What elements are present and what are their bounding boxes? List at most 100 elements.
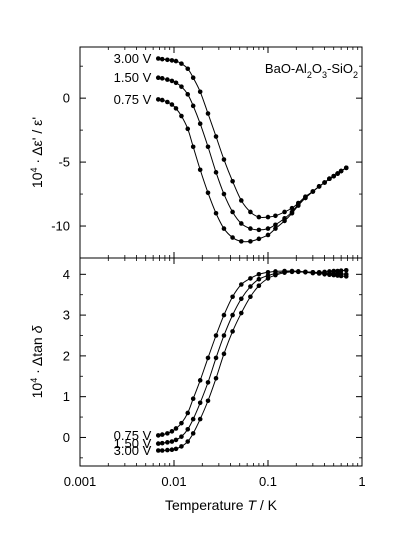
top-data-point [343, 165, 349, 171]
bottom-data-point [256, 272, 262, 277]
top-data-point [213, 134, 219, 139]
bottom-data-point [213, 376, 219, 381]
bottom-data-point [155, 433, 161, 438]
bottom-data-point [295, 269, 301, 275]
top-data-point [289, 205, 295, 211]
bottom-data-point [197, 378, 203, 383]
top-series-labels: 3.00 V 1.50 V 0.75 V [114, 51, 152, 107]
top-data-point [159, 56, 165, 62]
bottom-data-point [322, 272, 327, 277]
bottom-data-point [205, 380, 211, 385]
bottom-data-point [331, 272, 337, 278]
top-data-point [165, 57, 170, 63]
bottom-data-point [159, 432, 165, 437]
top-data-point [239, 198, 244, 203]
top-series-line-2 [158, 98, 347, 243]
top-data-point [155, 97, 161, 102]
top-data-point [197, 121, 203, 127]
top-data-point [173, 80, 179, 86]
bottom-data-point [256, 276, 262, 282]
bottom-series-line-2 [158, 271, 347, 452]
bottom-data-point [221, 351, 227, 357]
y-tick-label: 4 [63, 267, 70, 282]
top-data-point [165, 77, 170, 82]
top-data-point [239, 221, 244, 226]
bottom-y-axis-label: 104 · Δtan δ [29, 325, 45, 398]
bottom-data-point [335, 273, 340, 278]
bottom-data-point [169, 447, 175, 452]
x-axis-label: Temperature T / K [165, 497, 278, 513]
bottom-data-point [230, 294, 235, 300]
bottom-data-point [248, 294, 253, 300]
bottom-data-point [338, 273, 344, 279]
top-data-point [265, 232, 271, 238]
top-data-point [169, 78, 175, 84]
bottom-data-point [316, 271, 322, 276]
top-data-point [327, 176, 332, 182]
bottom-data-point [265, 276, 271, 281]
top-data-point [213, 170, 219, 175]
bottom-data-point [248, 284, 253, 289]
bottom-data-point [165, 440, 170, 445]
top-data-point [197, 167, 203, 173]
x-tick-label: 0.01 [161, 474, 186, 489]
bottom-data-point [310, 270, 316, 276]
top-data-point [221, 157, 227, 162]
bottom-data-point [190, 431, 196, 436]
bottom-data-point [213, 355, 219, 361]
top-data-point [190, 75, 196, 80]
top-data-point [205, 144, 211, 150]
material-label: BaO-Al2O3-SiO2 [265, 61, 358, 80]
top-data-point [185, 66, 191, 72]
bottom-data-point [197, 416, 203, 422]
top-data-point [282, 218, 287, 224]
bottom-data-point [197, 400, 203, 406]
bottom-data-point [173, 437, 179, 443]
x-tick-label: 1 [358, 474, 365, 489]
top-data-point [230, 235, 235, 240]
top-data-point [173, 58, 179, 64]
top-data-point [335, 171, 340, 176]
bottom-data-point [239, 282, 244, 287]
bottom-data-point [190, 396, 196, 402]
bottom-data-point [327, 272, 332, 278]
bottom-data-point [185, 439, 191, 444]
top-data-point [185, 92, 191, 97]
top-data-point [310, 189, 316, 194]
top-data-point [155, 56, 161, 61]
top-data-point [239, 239, 244, 244]
top-data-point [190, 144, 196, 150]
top-data-point [165, 99, 170, 105]
bottom-data-point [303, 269, 308, 275]
top-data-point [256, 227, 262, 233]
bottom-data-point [179, 444, 184, 449]
top-data-point [221, 191, 227, 197]
bottom-data-point [179, 434, 184, 439]
top-data-point [256, 236, 262, 242]
top-data-point [248, 209, 253, 215]
top-data-point [273, 222, 278, 228]
bottom-series-line-0 [158, 269, 347, 436]
top-data-point [155, 75, 161, 80]
bottom-data-point [289, 269, 295, 275]
top-series-line-0 [158, 58, 347, 219]
top-data-point [159, 76, 165, 81]
bottom-data-point [343, 267, 349, 273]
top-data-point [265, 226, 271, 231]
top-series-label-1-5v: 1.50 V [114, 70, 152, 85]
top-data-point [169, 102, 175, 107]
top-data-point [213, 210, 219, 216]
top-data-point [197, 89, 203, 95]
top-data-point [273, 226, 278, 231]
bottom-axes: 0 1 2 3 4 0.001 0.01 0.1 1 [63, 257, 366, 489]
bottom-data-point [230, 329, 235, 334]
top-series-line-1 [158, 77, 347, 231]
bottom-data-point [265, 269, 271, 275]
top-data-point [230, 209, 235, 215]
bottom-data-point [282, 270, 287, 275]
top-y-axis-label: 104 · Δε' / ε' [29, 117, 45, 188]
top-data-point [169, 58, 175, 63]
top-data-point [179, 84, 184, 89]
x-tick-label: 0.1 [259, 474, 277, 489]
bottom-data-point [239, 310, 244, 316]
